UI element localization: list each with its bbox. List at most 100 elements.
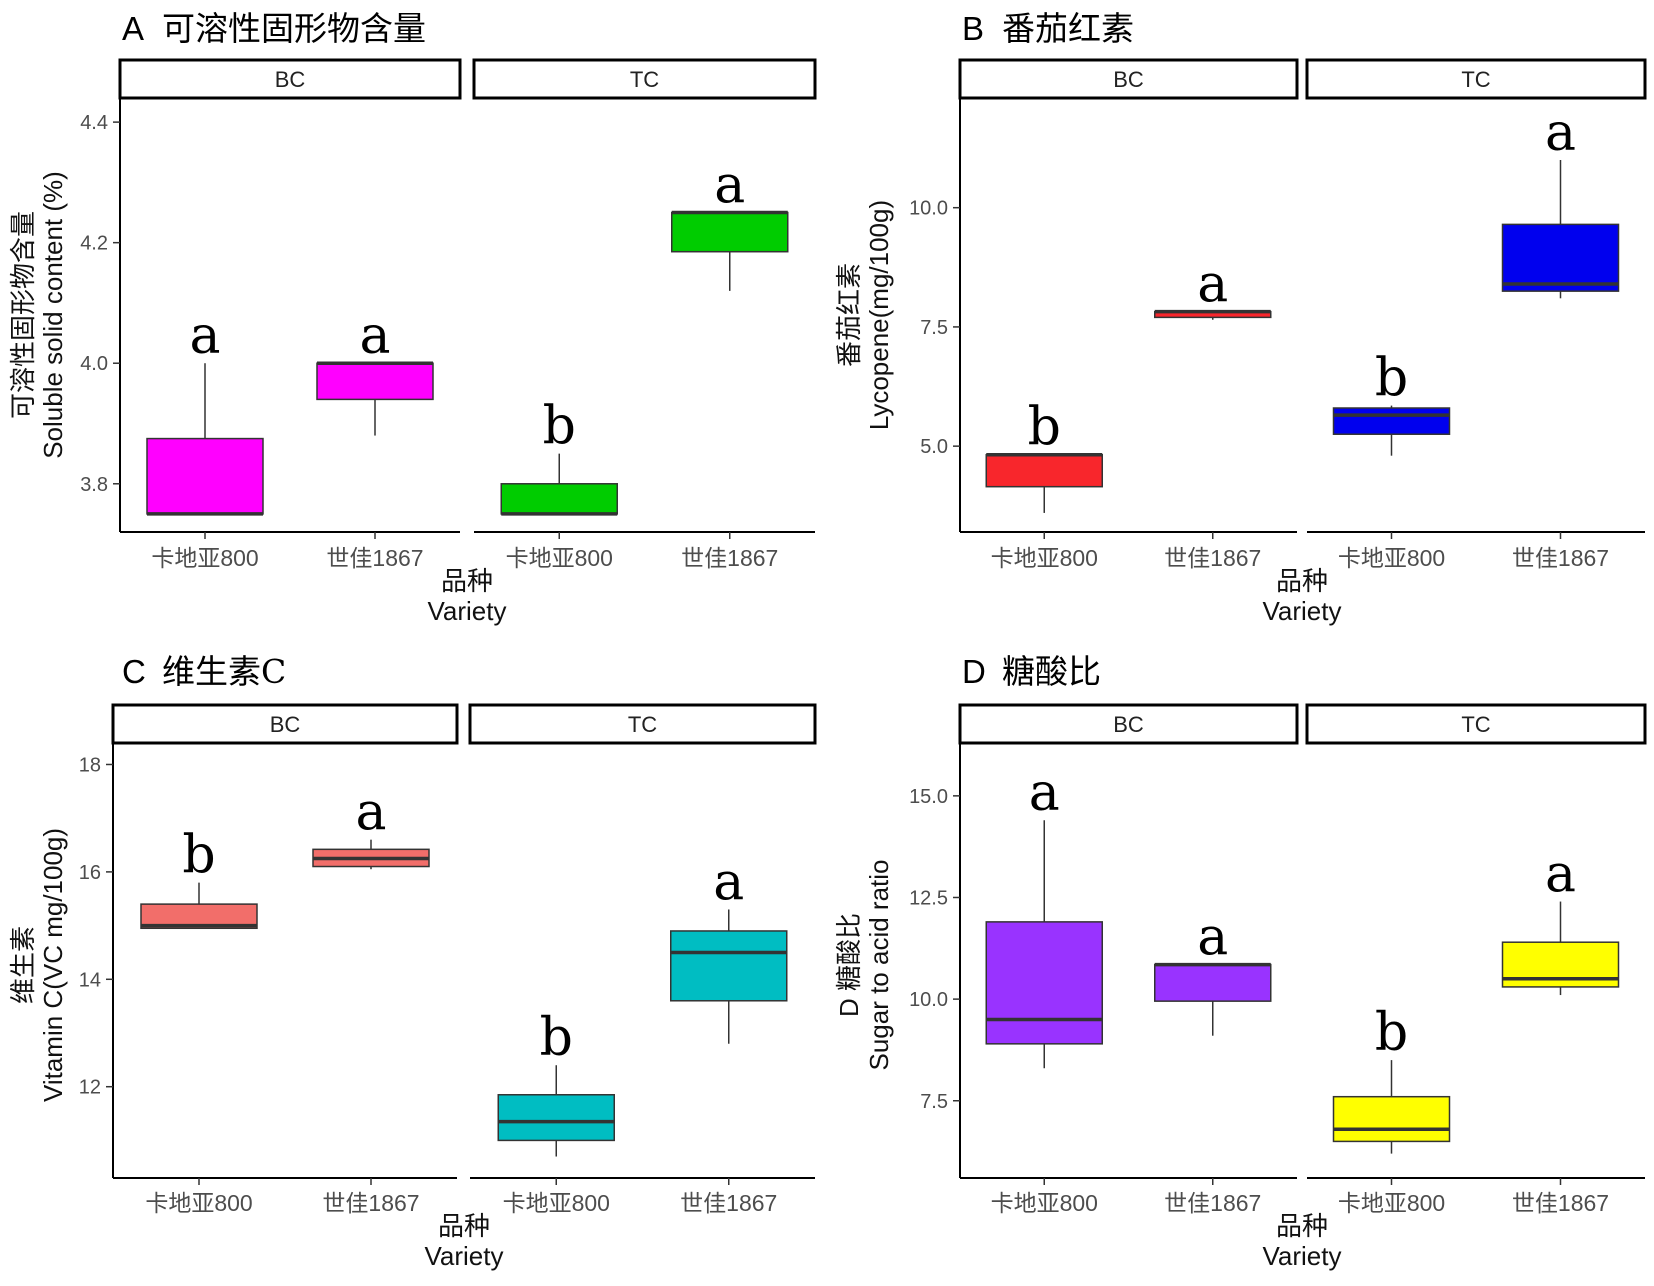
y-axis-title-cn: 可溶性固形物含量	[8, 211, 38, 419]
box-1: 世佳1867 a	[1501, 845, 1620, 1216]
facet-tc: TC 卡地亚800 b 世佳1867 a	[1305, 703, 1647, 1216]
panel-letter: B	[962, 10, 984, 47]
x-tick-label: 卡地亚800	[506, 545, 613, 571]
facet-tc: TC 卡地亚800 b 世佳1867 a	[468, 703, 817, 1216]
facet-strip-label: BC	[270, 712, 301, 737]
box-body	[146, 437, 264, 515]
y-tick-label: 10.0	[909, 198, 948, 220]
x-tick-label: 世佳1867	[681, 545, 778, 571]
facet-strip	[1305, 58, 1647, 100]
significance-letter: a	[1197, 255, 1228, 315]
box-body	[1501, 223, 1620, 292]
y-axis-title-cn: 维生素	[8, 926, 38, 1004]
box-body	[985, 921, 1103, 1045]
box-1: 世佳1867 a	[1154, 255, 1272, 571]
box-body	[1332, 407, 1451, 435]
box-0: 卡地亚800 b	[140, 826, 258, 1216]
facet-tc: TC 卡地亚800 b 世佳1867 a	[472, 58, 817, 571]
x-axis-title-en: Variety	[425, 1241, 504, 1271]
x-tick-label: 世佳1867	[1512, 545, 1609, 571]
box-body	[500, 483, 618, 515]
significance-letter: b	[1028, 398, 1061, 458]
facet-strip-label: BC	[1113, 67, 1144, 92]
y-tick-label: 3.8	[80, 474, 108, 496]
facet-strip-label: BC	[1113, 712, 1144, 737]
significance-letter: a	[189, 306, 220, 366]
y-axis-title-en: Lycopene(mg/100g)	[864, 200, 894, 430]
significance-letter: b	[543, 397, 576, 457]
y-tick-label: 14	[79, 969, 101, 991]
box-0: 卡地亚800 b	[1332, 1003, 1451, 1216]
panel-letter: A	[122, 10, 144, 47]
significance-letter: a	[1545, 103, 1576, 163]
x-tick-label: 卡地亚800	[991, 1190, 1098, 1216]
x-tick-label: 世佳1867	[1512, 1190, 1609, 1216]
box-1: 世佳1867 a	[671, 156, 789, 571]
y-tick-label: 12.5	[909, 887, 948, 909]
x-axis-title-cn: 品种	[441, 566, 493, 596]
x-axis-title-cn: 品种	[1276, 1211, 1328, 1241]
x-axis-title-en: Variety	[1263, 1241, 1342, 1271]
x-tick-label: 世佳1867	[322, 1190, 419, 1216]
facet-bc: BC 卡地亚800 a 世佳1867 a	[118, 58, 462, 571]
box-body	[985, 453, 1103, 488]
significance-letter: a	[359, 306, 390, 366]
chart-panel-c: C 维生素C 12 14 16 18 维生素 Vitamin C(VC mg/100g) 品种V…	[8, 652, 817, 1271]
significance-letter: a	[355, 783, 386, 843]
x-axis-title-cn: 品种	[438, 1211, 490, 1241]
facet-strip	[111, 703, 459, 745]
x-tick-label: 卡地亚800	[1338, 545, 1445, 571]
facet-strip	[958, 58, 1299, 100]
y-tick-label: 16	[79, 862, 101, 884]
panel-title: 糖酸比	[1002, 652, 1101, 691]
significance-letter: b	[540, 1008, 573, 1068]
box-body	[1154, 963, 1272, 1002]
box-0: 卡地亚800 a	[985, 763, 1103, 1216]
y-tick-label: 7.5	[920, 317, 948, 339]
significance-letter: a	[1197, 908, 1228, 968]
y-axis-title-en: Sugar to acid ratio	[864, 859, 894, 1070]
y-axis-title-en: Soluble solid content (%)	[38, 171, 68, 459]
significance-letter: a	[713, 852, 744, 912]
facet-tc: TC 卡地亚800 b 世佳1867 a	[1305, 58, 1647, 571]
x-axis-title-en: Variety	[428, 596, 507, 626]
facet-strip-label: BC	[275, 67, 306, 92]
box-0: 卡地亚800 b	[1332, 349, 1451, 571]
significance-letter: b	[1375, 1003, 1408, 1063]
box-body	[670, 930, 788, 1002]
box-0: 卡地亚800 b	[985, 398, 1103, 571]
facet-strip	[472, 58, 817, 100]
box-0: 卡地亚800 a	[146, 306, 264, 571]
facet-bc: BC 卡地亚800 b 世佳1867 a	[111, 703, 459, 1216]
facet-strip	[958, 703, 1299, 745]
y-tick-label: 4.2	[80, 233, 108, 255]
x-tick-label: 卡地亚800	[151, 545, 258, 571]
y-axis-title-cn: 番茄红素	[834, 263, 864, 367]
y-tick-label: 10.0	[909, 989, 948, 1011]
x-tick-label: 世佳1867	[1164, 1190, 1261, 1216]
facet-strip	[1305, 703, 1647, 745]
x-tick-label: 世佳1867	[1164, 545, 1261, 571]
x-tick-label: 世佳1867	[326, 545, 423, 571]
box-1: 世佳1867 a	[312, 783, 430, 1216]
x-tick-label: 卡地亚800	[1338, 1190, 1445, 1216]
box-1: 世佳1867 a	[1154, 908, 1272, 1216]
x-tick-label: 卡地亚800	[145, 1190, 252, 1216]
panel-title: 可溶性固形物含量	[162, 9, 426, 48]
box-body	[671, 211, 789, 253]
y-axis-title-cn: D 糖酸比	[834, 913, 864, 1017]
significance-letter: b	[182, 826, 215, 886]
x-tick-label: 卡地亚800	[991, 545, 1098, 571]
significance-letter: a	[714, 156, 745, 216]
box-0: 卡地亚800 b	[497, 1008, 615, 1216]
x-axis-title-cn: 品种	[1276, 566, 1328, 596]
box-body	[497, 1094, 615, 1142]
box-0: 卡地亚800 b	[500, 397, 618, 571]
y-tick-label: 5.0	[920, 436, 948, 458]
facet-strip	[118, 58, 462, 100]
box-1: 世佳1867 a	[316, 306, 434, 571]
panel-letter: C	[122, 653, 146, 690]
panel-title: 番茄红素	[1002, 9, 1134, 48]
